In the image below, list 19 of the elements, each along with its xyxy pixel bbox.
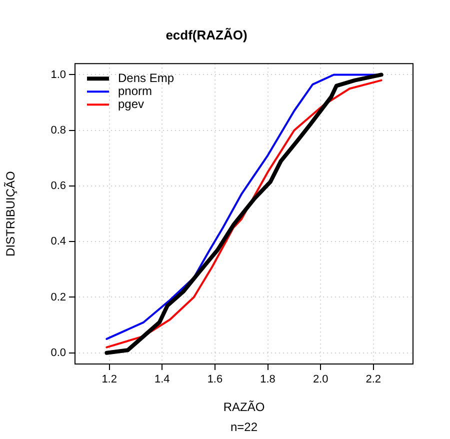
y-axis-title: DISTRIBUIÇÃO (4, 171, 18, 256)
y-tick-label: 0.6 (50, 180, 66, 192)
x-tick-label: 1.2 (102, 374, 117, 386)
legend-label: pnorm (118, 84, 152, 98)
chart-title: ecdf(RAZÃO) (166, 27, 248, 42)
x-axis-title: RAZÃO (223, 400, 265, 414)
x-tick-label: 2.2 (366, 374, 382, 386)
y-tick-label: 0.0 (50, 346, 66, 359)
y-tick-label: 0.2 (50, 291, 66, 304)
y-tick-label: 0.8 (50, 124, 66, 136)
text: n=22 (230, 420, 258, 434)
legend-label: pgev (118, 96, 144, 111)
x-tick-label: 1.4 (154, 374, 170, 386)
y-tick-label: 1.0 (50, 68, 66, 81)
y-tick-label: 0.4 (50, 236, 66, 248)
x-tick-label: 1.8 (260, 374, 276, 386)
x-tick-label: 2.0 (312, 374, 328, 386)
legend-label: Dens Emp (118, 70, 174, 85)
x-tick-label: 1.6 (207, 374, 223, 386)
